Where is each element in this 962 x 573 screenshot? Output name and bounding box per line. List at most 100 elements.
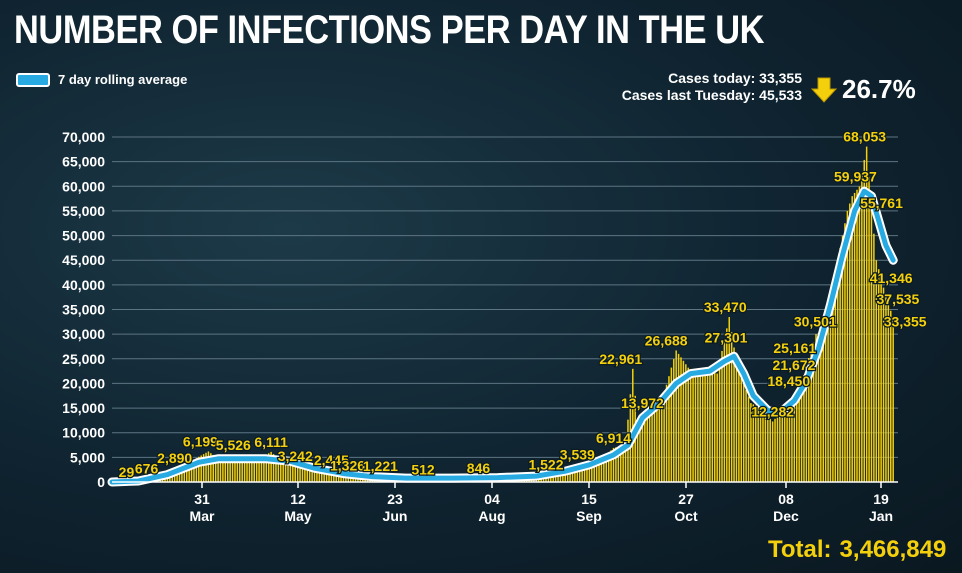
bar: [755, 405, 757, 482]
bar: [836, 260, 839, 482]
data-label: 12,282: [751, 403, 794, 419]
bar: [822, 331, 825, 482]
bar: [617, 446, 620, 482]
bar: [270, 451, 272, 482]
bar: [239, 457, 241, 482]
bar: [759, 408, 762, 482]
bar: [728, 317, 730, 482]
data-label: 512: [411, 461, 435, 477]
bar: [817, 333, 820, 482]
bar: [234, 456, 236, 482]
bar: [658, 400, 661, 482]
bar: [636, 422, 639, 482]
total-value: 3,466,849: [839, 536, 947, 563]
x-tick-day: 04: [484, 491, 500, 507]
bar: [325, 469, 328, 482]
bar: [612, 447, 615, 482]
bar: [627, 419, 629, 482]
bar: [704, 368, 706, 482]
bar: [793, 394, 796, 482]
bar: [646, 411, 648, 482]
bar: [856, 189, 858, 482]
legend-swatch: [16, 72, 50, 87]
bar: [673, 359, 675, 482]
bar: [709, 369, 711, 482]
bar: [190, 460, 193, 482]
bar: [873, 233, 875, 482]
bar: [660, 396, 663, 482]
bar: [296, 466, 299, 482]
bar: [858, 186, 861, 483]
bar: [820, 332, 822, 482]
bar: [330, 469, 333, 482]
bar: [656, 404, 658, 482]
data-label: 27,301: [705, 329, 748, 345]
bar: [808, 357, 810, 482]
bar: [718, 362, 721, 482]
bar: [800, 380, 803, 482]
data-label: 6,111: [254, 434, 288, 450]
x-tick-month: Mar: [190, 508, 215, 524]
bar: [316, 468, 318, 482]
bar: [588, 462, 591, 482]
data-label: 41,346: [870, 270, 913, 286]
change-percent: 26.7%: [842, 74, 916, 104]
bar: [639, 417, 641, 482]
bar: [670, 367, 673, 482]
y-tick-label: 40,000: [62, 277, 105, 293]
bar: [600, 459, 603, 482]
bar: [226, 455, 229, 482]
data-label: 55,761: [860, 195, 903, 211]
bar: [694, 370, 697, 482]
bar: [323, 469, 325, 482]
bar: [885, 297, 887, 482]
bar: [668, 376, 670, 482]
bar: [834, 271, 837, 482]
bar: [795, 391, 798, 482]
bar: [265, 454, 268, 482]
bar: [745, 390, 747, 482]
x-tick-month: Jun: [383, 508, 408, 524]
bar: [321, 469, 323, 482]
bar: [701, 369, 704, 482]
bar: [255, 458, 258, 482]
down-arrow-icon: [810, 77, 838, 103]
y-tick-label: 45,000: [62, 252, 105, 268]
bar: [735, 356, 738, 482]
bar: [711, 371, 714, 482]
bar: [294, 466, 296, 482]
bar: [767, 416, 769, 482]
bar: [815, 334, 817, 482]
data-label: 1,326: [330, 457, 365, 473]
bar: [653, 408, 656, 482]
bar: [752, 404, 755, 482]
x-tick-month: Jan: [869, 508, 893, 524]
data-label: 30,501: [794, 314, 837, 330]
data-label: 25,161: [773, 340, 816, 356]
bar: [202, 454, 205, 482]
y-tick-label: 60,000: [62, 178, 105, 194]
bar: [870, 207, 873, 483]
x-tick-month: May: [284, 508, 311, 524]
bar: [205, 452, 207, 482]
bar: [687, 367, 689, 482]
y-tick-label: 10,000: [62, 425, 105, 441]
bar: [210, 453, 212, 482]
x-tick-month: Sep: [576, 508, 602, 524]
bar: [824, 319, 827, 482]
bar: [887, 303, 890, 482]
bar: [632, 368, 634, 482]
bar: [677, 353, 680, 482]
bar: [272, 454, 275, 482]
bar: [812, 342, 815, 482]
bar: [788, 401, 791, 482]
bar: [641, 413, 644, 482]
bar: [578, 464, 581, 482]
bar: [200, 455, 202, 482]
bar: [680, 357, 682, 482]
bar: [742, 383, 745, 482]
bar: [198, 456, 200, 482]
bar: [593, 461, 595, 482]
bar: [764, 413, 767, 482]
